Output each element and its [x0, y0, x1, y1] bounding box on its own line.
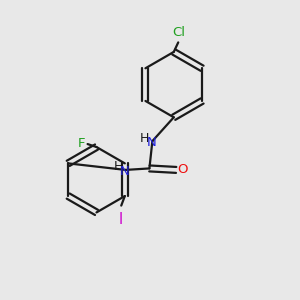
Text: I: I [118, 212, 123, 226]
Text: Cl: Cl [172, 26, 186, 39]
Text: O: O [177, 163, 188, 176]
Text: N: N [120, 165, 130, 178]
Text: F: F [77, 137, 85, 150]
Text: H: H [140, 132, 149, 145]
Text: H: H [113, 160, 123, 173]
Text: N: N [147, 136, 157, 149]
